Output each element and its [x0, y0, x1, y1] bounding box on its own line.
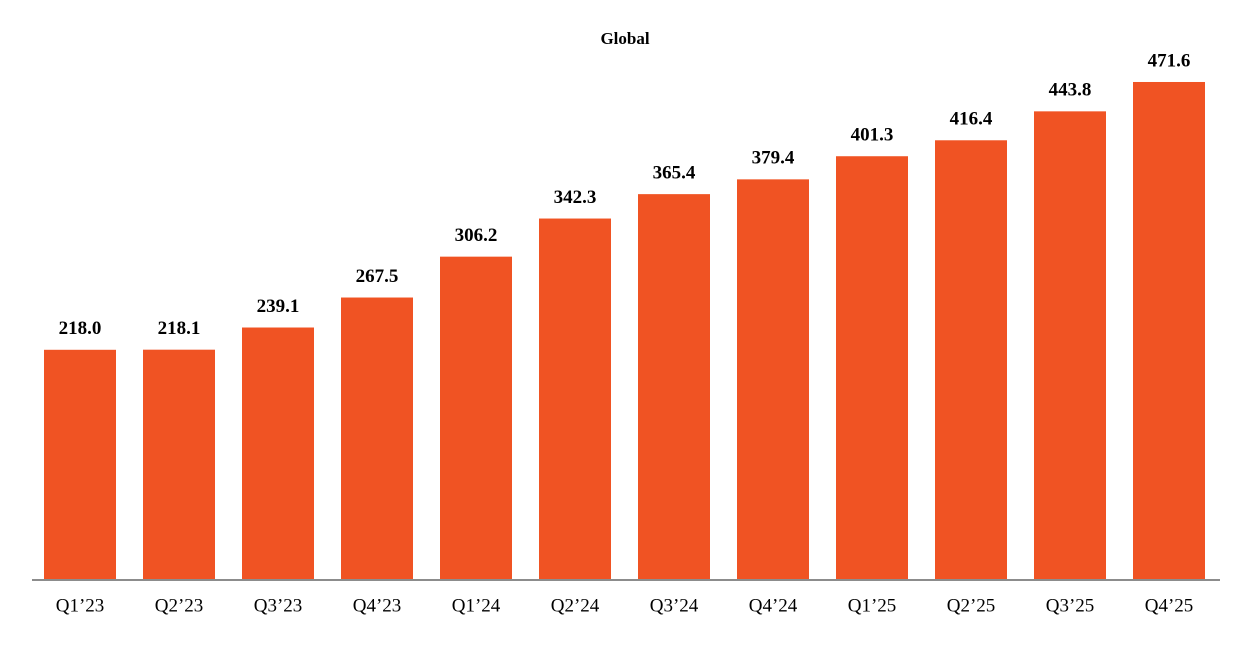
x-tick-label: Q3’25 [1046, 595, 1095, 616]
x-tick-label: Q4’25 [1145, 595, 1194, 616]
x-tick-label: Q2’24 [551, 595, 600, 616]
value-label: 218.0 [59, 318, 102, 339]
value-label: 239.1 [257, 296, 300, 317]
x-tick-label: Q3’24 [650, 595, 699, 616]
bar [836, 156, 908, 580]
x-tick-label: Q4’23 [353, 595, 402, 616]
value-label: 443.8 [1049, 80, 1092, 101]
value-label: 342.3 [554, 187, 597, 208]
bar [1133, 81, 1205, 580]
bar [1034, 111, 1106, 580]
value-label: 218.1 [158, 318, 201, 339]
x-tick-label: Q2’25 [947, 595, 996, 616]
bar [242, 327, 314, 580]
bar [341, 297, 413, 580]
x-tick-label: Q1’25 [848, 595, 897, 616]
value-label: 306.2 [455, 225, 498, 246]
bar [440, 256, 512, 580]
x-tick-label: Q1’24 [452, 595, 501, 616]
x-tick-label: Q3’23 [254, 595, 303, 616]
bar [737, 179, 809, 580]
bar [638, 194, 710, 580]
x-tick-label: Q1’23 [56, 595, 105, 616]
bar [143, 349, 215, 580]
chart-title: Global [600, 29, 649, 48]
value-label: 267.5 [356, 266, 399, 287]
value-label: 416.4 [950, 109, 993, 130]
bar [935, 140, 1007, 580]
bar [44, 349, 116, 580]
x-tick-label: Q2’23 [155, 595, 204, 616]
value-label: 401.3 [851, 125, 894, 146]
value-label: 471.6 [1148, 50, 1191, 71]
value-label: 365.4 [653, 162, 696, 183]
bar [539, 218, 611, 581]
x-tick-label: Q4’24 [749, 595, 798, 616]
value-label: 379.4 [752, 148, 795, 169]
